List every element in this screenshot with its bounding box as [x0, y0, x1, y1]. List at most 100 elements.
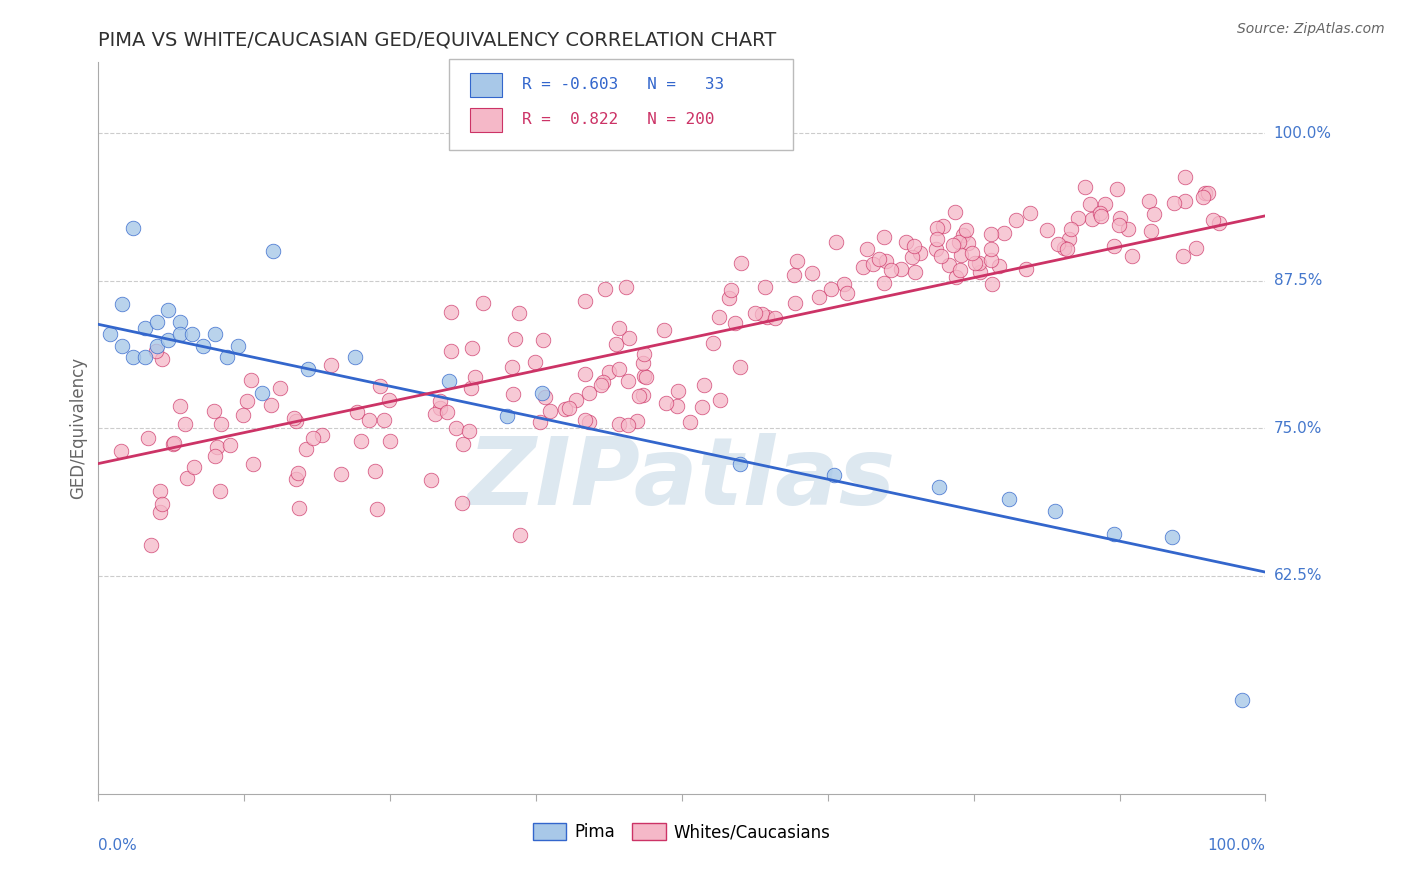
- Point: [163, 436, 186, 450]
- Point: [1163, 196, 1185, 211]
- Point: [808, 290, 831, 304]
- Point: [205, 440, 228, 454]
- Point: [260, 398, 283, 412]
- Point: [319, 358, 342, 372]
- Point: [728, 360, 751, 375]
- Point: [605, 336, 627, 351]
- Point: [287, 500, 309, 515]
- Text: 0.0%: 0.0%: [98, 838, 138, 854]
- Point: [925, 232, 948, 246]
- Point: [98, 326, 121, 341]
- Point: [1015, 262, 1038, 277]
- Point: [578, 385, 600, 400]
- Point: [724, 316, 747, 330]
- Point: [440, 343, 463, 358]
- Point: [574, 367, 596, 381]
- Point: [471, 296, 494, 310]
- Point: [134, 321, 156, 335]
- Point: [744, 306, 766, 320]
- Point: [1019, 205, 1042, 219]
- Point: [262, 244, 284, 259]
- Point: [852, 260, 875, 275]
- Point: [872, 276, 894, 290]
- Point: [464, 370, 486, 384]
- Point: [636, 369, 658, 384]
- Point: [1197, 186, 1219, 201]
- Point: [938, 258, 960, 272]
- Point: [157, 303, 180, 318]
- Point: [901, 250, 924, 264]
- Text: 62.5%: 62.5%: [1274, 568, 1322, 583]
- Point: [564, 393, 586, 408]
- Point: [173, 417, 195, 432]
- Point: [963, 256, 986, 270]
- Point: [110, 444, 132, 458]
- Point: [903, 239, 925, 253]
- Point: [533, 390, 555, 404]
- Point: [436, 405, 458, 419]
- Point: [631, 355, 654, 369]
- Point: [503, 332, 526, 346]
- Point: [593, 282, 616, 296]
- Point: [628, 389, 651, 403]
- Point: [783, 268, 806, 282]
- Point: [1140, 223, 1163, 237]
- Point: [832, 277, 855, 292]
- Point: [311, 428, 333, 442]
- Point: [1194, 186, 1216, 200]
- Point: [949, 247, 972, 261]
- Point: [529, 415, 551, 429]
- Point: [633, 369, 655, 384]
- Point: [1202, 213, 1225, 227]
- Point: [146, 315, 169, 329]
- Y-axis label: GED/Equivalency: GED/Equivalency: [69, 357, 87, 500]
- Point: [957, 235, 980, 250]
- Point: [239, 373, 262, 387]
- Point: [666, 384, 689, 399]
- Point: [607, 321, 630, 335]
- Point: [987, 260, 1010, 274]
- Legend: Pima, Whites/Caucasians: Pima, Whites/Caucasians: [526, 816, 838, 847]
- Point: [180, 326, 202, 341]
- Point: [997, 491, 1019, 506]
- Point: [980, 242, 1002, 256]
- Point: [1173, 249, 1195, 263]
- Point: [228, 338, 250, 352]
- Point: [894, 235, 917, 249]
- Point: [626, 414, 648, 428]
- Point: [122, 220, 145, 235]
- Point: [176, 471, 198, 485]
- Point: [269, 381, 291, 395]
- Point: [202, 404, 225, 418]
- Point: [169, 315, 191, 329]
- Point: [284, 472, 307, 486]
- FancyBboxPatch shape: [470, 108, 502, 132]
- Point: [1109, 211, 1132, 225]
- Point: [1059, 231, 1081, 245]
- Point: [183, 460, 205, 475]
- Point: [150, 497, 173, 511]
- FancyBboxPatch shape: [449, 59, 793, 150]
- Point: [763, 310, 786, 325]
- Point: [925, 242, 948, 256]
- Point: [718, 291, 741, 305]
- Point: [786, 253, 808, 268]
- Point: [929, 249, 952, 263]
- Point: [297, 362, 319, 376]
- Point: [980, 277, 1002, 292]
- Point: [538, 403, 561, 417]
- Point: [139, 538, 162, 552]
- Point: [419, 473, 441, 487]
- Point: [574, 413, 596, 427]
- Point: [368, 379, 391, 393]
- Point: [373, 413, 395, 427]
- Point: [204, 326, 226, 341]
- Point: [457, 424, 479, 438]
- Point: [215, 351, 238, 365]
- Point: [868, 252, 890, 266]
- Point: [502, 386, 524, 401]
- Point: [440, 304, 463, 318]
- Point: [969, 265, 991, 279]
- Point: [617, 374, 640, 388]
- Point: [945, 205, 967, 219]
